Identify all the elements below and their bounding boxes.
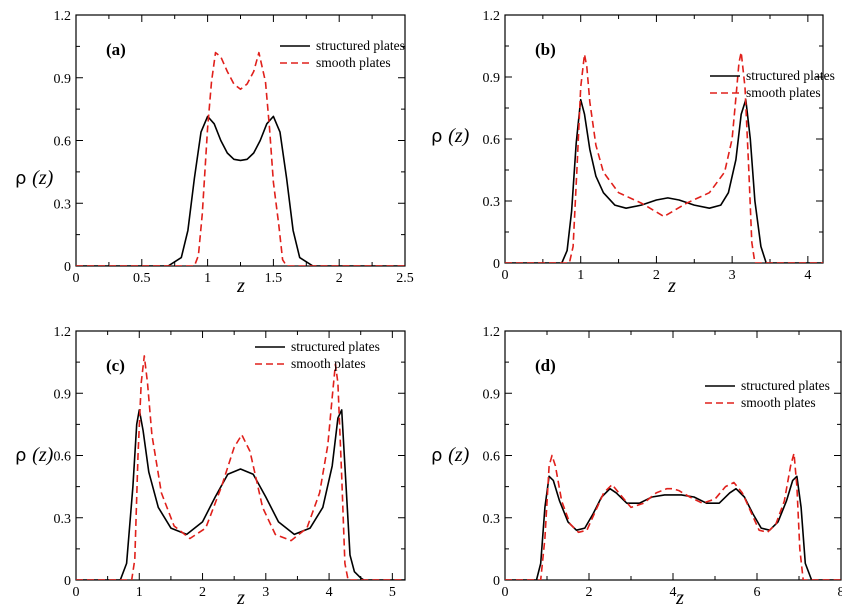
x-tick-label: 0: [73, 585, 80, 600]
panel-label: (b): [535, 40, 556, 59]
y-tick-label: 1.2: [54, 9, 72, 24]
x-tick-label: 4: [670, 585, 677, 600]
y-tick-label: 0: [64, 574, 71, 589]
x-axis-label: z: [667, 275, 676, 297]
y-tick-label: 0.6: [483, 133, 501, 148]
y-tick-label: 0.9: [483, 71, 501, 86]
panel-label: (c): [106, 356, 125, 375]
chart-panel-2: 0 1 2 3 4 0 0.3 0.6 0.9 1.2 (b) structured plates sm…: [431, 9, 835, 297]
chart-panel-3: 0 1 2 3 4 5 0 0.3 0.6 0.9 1.2 (c) structured plates s…: [15, 325, 406, 606]
x-tick-label: 3: [262, 585, 269, 600]
legend-entry: structured plates: [741, 378, 830, 393]
y-tick-label: 0.3: [483, 512, 501, 527]
x-axis-label: z: [236, 587, 245, 606]
x-tick-label: 5: [389, 585, 396, 600]
x-tick-label: 0.5: [133, 271, 151, 286]
y-tick-label: 0.9: [54, 387, 72, 402]
x-tick-label: 2: [653, 268, 660, 283]
y-tick-label: 0: [64, 260, 71, 275]
x-tick-label: 1: [136, 585, 143, 600]
x-tick-label: 4: [326, 585, 333, 600]
x-tick-label: 0: [502, 268, 509, 283]
y-axis-label: ρ (z): [15, 444, 54, 466]
y-tick-label: 0.3: [54, 197, 72, 212]
y-axis-label: ρ (z): [15, 167, 54, 189]
series-line-smooth: [505, 452, 841, 580]
x-tick-label: 1.5: [265, 271, 283, 286]
y-tick-label: 0.6: [54, 450, 72, 465]
series-line-structured: [76, 409, 405, 580]
x-tick-label: 0: [502, 585, 509, 600]
x-tick-label: 1: [577, 268, 584, 283]
x-tick-label: 4: [804, 268, 811, 283]
legend-entry: smooth plates: [316, 55, 391, 70]
series-line-smooth: [76, 51, 405, 266]
x-tick-label: 2: [199, 585, 206, 600]
x-tick-label: 6: [754, 585, 761, 600]
y-tick-label: 0.3: [54, 512, 72, 527]
series-line-structured: [76, 115, 405, 266]
legend-entry: smooth plates: [741, 395, 816, 410]
x-axis-label: z: [236, 275, 245, 297]
series-line-smooth: [76, 355, 405, 580]
y-tick-label: 1.2: [483, 9, 501, 24]
legend-entry: structured plates: [746, 68, 835, 83]
x-tick-label: 1: [204, 271, 211, 286]
y-tick-label: 0.6: [483, 450, 501, 465]
series-line-structured: [505, 475, 841, 580]
series-line-smooth: [505, 51, 823, 263]
y-tick-label: 0.3: [483, 195, 501, 210]
y-tick-label: 1.2: [483, 325, 501, 340]
y-axis-label: ρ (z): [431, 125, 470, 147]
y-axis-label: ρ (z): [431, 444, 470, 466]
y-tick-label: 0.9: [483, 387, 501, 402]
legend-entry: smooth plates: [746, 85, 821, 100]
chart-panel-1: 0 0.5 1 1.5 2 2.5 0 0.3 0.6 0.9 1.2 (a) structured p…: [15, 9, 414, 297]
y-tick-label: 0.9: [54, 72, 72, 87]
panel-label: (a): [106, 40, 126, 59]
panel-label: (d): [535, 356, 556, 375]
y-tick-label: 0: [493, 574, 500, 589]
chart-panel-4: 0 2 4 6 8 0 0.3 0.6 0.9 1.2 (d) structured plates sm…: [431, 325, 842, 606]
x-tick-label: 2.5: [396, 271, 414, 286]
legend-entry: smooth plates: [291, 356, 366, 371]
x-tick-label: 3: [729, 268, 736, 283]
x-axis-label: z: [675, 587, 684, 606]
x-tick-label: 2: [586, 585, 593, 600]
series-line-structured: [505, 98, 823, 263]
legend-entry: structured plates: [291, 339, 380, 354]
y-tick-label: 0: [493, 257, 500, 272]
y-tick-label: 1.2: [54, 325, 72, 340]
y-tick-label: 0.6: [54, 135, 72, 150]
legend-entry: structured plates: [316, 38, 405, 53]
x-tick-label: 0: [73, 271, 80, 286]
x-tick-label: 8: [838, 585, 842, 600]
x-tick-label: 2: [336, 271, 343, 286]
